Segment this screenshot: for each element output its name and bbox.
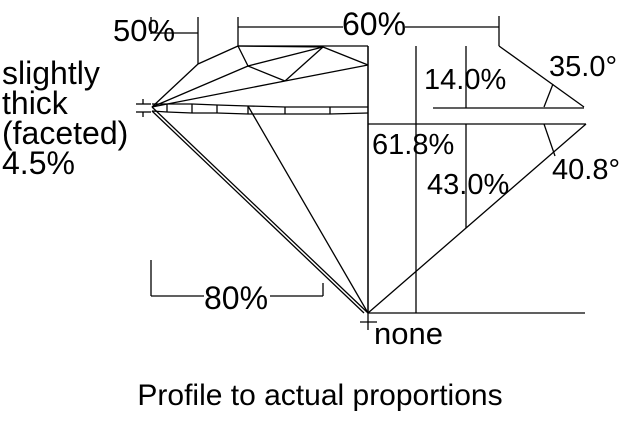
svg-text:60%: 60% [342, 6, 406, 42]
svg-text:50%: 50% [113, 13, 175, 48]
svg-text:80%: 80% [204, 280, 268, 316]
svg-text:35.0°: 35.0° [549, 51, 617, 83]
svg-text:4.5%: 4.5% [2, 145, 75, 181]
svg-text:61.8%: 61.8% [372, 129, 454, 161]
svg-text:none: none [374, 316, 443, 351]
svg-text:14.0%: 14.0% [424, 64, 506, 96]
svg-text:43.0%: 43.0% [427, 169, 509, 201]
svg-text:Profile to actual proportions: Profile to actual proportions [137, 379, 502, 412]
svg-text:40.8°: 40.8° [552, 154, 620, 186]
